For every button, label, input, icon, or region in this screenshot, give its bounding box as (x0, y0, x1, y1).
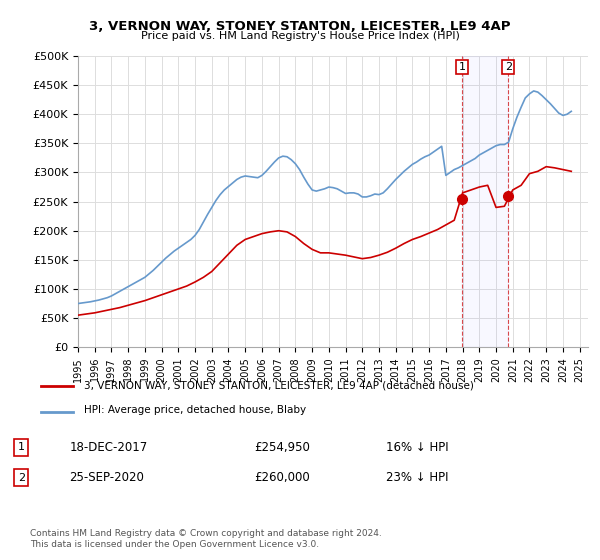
Text: 1: 1 (18, 442, 25, 452)
Text: 23% ↓ HPI: 23% ↓ HPI (386, 472, 449, 484)
Text: 3, VERNON WAY, STONEY STANTON, LEICESTER, LE9 4AP (detached house): 3, VERNON WAY, STONEY STANTON, LEICESTER… (84, 380, 474, 390)
Text: HPI: Average price, detached house, Blaby: HPI: Average price, detached house, Blab… (84, 405, 306, 416)
Text: 16% ↓ HPI: 16% ↓ HPI (386, 441, 449, 454)
Bar (462, 56, 508, 347)
Text: 3, VERNON WAY, STONEY STANTON, LEICESTER, LE9 4AP: 3, VERNON WAY, STONEY STANTON, LEICESTER… (89, 20, 511, 32)
Text: Contains HM Land Registry data © Crown copyright and database right 2024.
This d: Contains HM Land Registry data © Crown c… (30, 529, 382, 549)
Text: 2: 2 (18, 473, 25, 483)
Text: 2: 2 (505, 62, 512, 72)
Text: 1: 1 (458, 62, 466, 72)
Text: Price paid vs. HM Land Registry's House Price Index (HPI): Price paid vs. HM Land Registry's House … (140, 31, 460, 41)
Text: £260,000: £260,000 (254, 472, 310, 484)
Text: 25-SEP-2020: 25-SEP-2020 (70, 472, 145, 484)
Text: 18-DEC-2017: 18-DEC-2017 (70, 441, 148, 454)
Text: £254,950: £254,950 (254, 441, 310, 454)
